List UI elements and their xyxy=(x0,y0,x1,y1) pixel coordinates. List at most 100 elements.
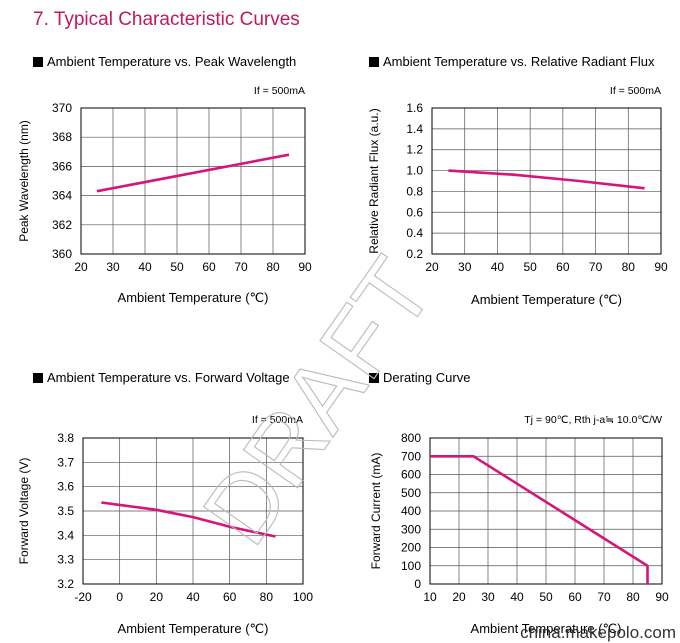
plot-frame xyxy=(429,437,663,585)
y-tick-label: 3.4 xyxy=(57,528,74,542)
chart-title-derating-curve: Derating Curve xyxy=(369,370,470,385)
x-tick-label: 0 xyxy=(116,590,123,604)
x-tick-label: 20 xyxy=(74,260,88,274)
test-condition-label: Tj = 90℃, Rth j-a≒ 10.0℃/W xyxy=(524,414,662,426)
y-tick-label: 500 xyxy=(401,486,421,500)
x-tick-label: 90 xyxy=(298,260,312,274)
chart-title-peak-wavelength: Ambient Temperature vs. Peak Wavelength xyxy=(33,54,296,69)
plot-frame xyxy=(82,437,304,585)
x-tick-label: 40 xyxy=(510,590,524,604)
x-tick-label: 20 xyxy=(150,590,164,604)
site-watermark: china.makepolo.com xyxy=(520,623,676,642)
y-tick-label: 200 xyxy=(401,541,421,555)
y-tick-label: 368 xyxy=(52,130,72,144)
x-tick-label: -20 xyxy=(74,590,92,604)
x-tick-label: 20 xyxy=(425,260,439,274)
x-tick-label: 70 xyxy=(234,260,248,274)
series-line xyxy=(430,454,649,584)
y-axis-label: Relative Radiant Flux (a.u.) xyxy=(367,108,381,253)
test-condition-label: If = 500mA xyxy=(252,414,303,426)
test-condition-label: If = 500mA xyxy=(610,85,661,97)
chart-forward-voltage: -20 0 20 40 60 80 100 3.2 3.3 3.4 3.5 3.6 3.7 3.8 Ambi… xyxy=(17,414,313,636)
y-tick-label: 0.6 xyxy=(406,205,423,219)
plot-frame xyxy=(431,107,662,255)
page-heading: 7. Typical Characteristic Curves xyxy=(33,9,300,30)
y-tick-label: 360 xyxy=(52,247,72,261)
y-tick-label: 1.2 xyxy=(406,143,423,157)
y-tick-label: 3.7 xyxy=(57,455,74,469)
x-tick-label: 80 xyxy=(266,260,280,274)
x-tick-label: 60 xyxy=(568,590,582,604)
x-tick-label: 90 xyxy=(654,260,668,274)
y-tick-label: 3.2 xyxy=(57,577,74,591)
x-axis-label: Ambient Temperature (℃) xyxy=(471,292,622,307)
x-axis-label: Ambient Temperature (℃) xyxy=(118,290,269,305)
x-tick-label: 70 xyxy=(597,590,611,604)
y-tick-label: 0.2 xyxy=(406,247,423,261)
y-tick-label: 300 xyxy=(401,522,421,536)
x-tick-label: 100 xyxy=(293,590,313,604)
y-tick-label: 1.6 xyxy=(406,101,423,115)
y-tick-label: 700 xyxy=(401,449,421,463)
y-tick-label: 600 xyxy=(401,468,421,482)
x-tick-label: 80 xyxy=(622,260,636,274)
y-tick-label: 1.0 xyxy=(406,164,423,178)
y-tick-label: 370 xyxy=(52,101,72,115)
x-tick-label: 70 xyxy=(589,260,603,274)
bullet-square-icon xyxy=(369,373,379,383)
y-tick-label: 0.4 xyxy=(406,226,423,240)
chart-title-text: Ambient Temperature vs. Peak Wavelength xyxy=(47,54,297,69)
x-tick-label: 40 xyxy=(491,260,505,274)
y-tick-label: 362 xyxy=(52,218,72,232)
chart-title-forward-voltage: Ambient Temperature vs. Forward Voltage xyxy=(33,370,290,385)
x-tick-label: 90 xyxy=(655,590,669,604)
y-axis-label: Forward Current (mA) xyxy=(369,453,383,570)
y-axis-label: Peak Wavelength (nm) xyxy=(17,120,31,242)
y-tick-label: 1.4 xyxy=(406,122,423,136)
bullet-square-icon xyxy=(33,57,43,67)
x-tick-label: 30 xyxy=(106,260,120,274)
y-tick-label: 0.8 xyxy=(406,184,423,198)
series-line xyxy=(448,169,645,190)
x-axis-label: Ambient Temperature (℃) xyxy=(471,621,622,636)
y-tick-label: 0 xyxy=(414,577,421,591)
x-tick-label: 80 xyxy=(260,590,274,604)
x-tick-label: 10 xyxy=(423,590,437,604)
chart-relative-radiant-flux: 20 30 40 50 60 70 80 90 0.2 0.4 0.6 0.8 1.0 1.2 1.4 1.6… xyxy=(0,0,680,320)
x-tick-label: 50 xyxy=(523,260,537,274)
y-tick-label: 364 xyxy=(52,189,72,203)
y-tick-label: 100 xyxy=(401,559,421,573)
bullet-square-icon xyxy=(33,373,43,383)
y-tick-label: 3.8 xyxy=(57,431,74,445)
chart-title-text: Ambient Temperature vs. Relative Radiant… xyxy=(383,54,655,69)
series-line xyxy=(101,501,276,538)
series-line xyxy=(96,153,290,193)
test-condition-label: If = 500mA xyxy=(254,85,305,97)
chart-title-text: Ambient Temperature vs. Forward Voltage xyxy=(47,370,290,385)
chart-title-relative-radiant-flux: Ambient Temperature vs. Relative Radiant… xyxy=(369,54,654,69)
y-axis-label: Forward Voltage (V) xyxy=(17,458,31,565)
x-tick-label: 60 xyxy=(202,260,216,274)
chart-title-text: Derating Curve xyxy=(383,370,471,385)
x-tick-label: 50 xyxy=(539,590,553,604)
x-axis-label: Ambient Temperature (℃) xyxy=(118,621,269,636)
x-tick-label: 40 xyxy=(186,590,200,604)
plot-frame xyxy=(80,107,306,255)
y-tick-label: 400 xyxy=(401,504,421,518)
x-tick-label: 30 xyxy=(458,260,472,274)
x-tick-label: 20 xyxy=(452,590,466,604)
bullet-square-icon xyxy=(369,57,379,67)
y-tick-label: 3.3 xyxy=(57,553,74,567)
x-tick-label: 60 xyxy=(556,260,570,274)
y-tick-label: 3.6 xyxy=(57,480,74,494)
y-tick-label: 366 xyxy=(52,159,72,173)
x-tick-label: 80 xyxy=(626,590,640,604)
x-tick-label: 60 xyxy=(223,590,237,604)
y-tick-label: 800 xyxy=(401,431,421,445)
x-tick-label: 40 xyxy=(138,260,152,274)
x-tick-label: 30 xyxy=(481,590,495,604)
y-tick-label: 3.5 xyxy=(57,504,74,518)
chart-peak-wavelength: 20 30 40 50 60 70 80 90 360 362 364 366 368 370 Ambien… xyxy=(0,0,340,320)
x-tick-label: 50 xyxy=(170,260,184,274)
